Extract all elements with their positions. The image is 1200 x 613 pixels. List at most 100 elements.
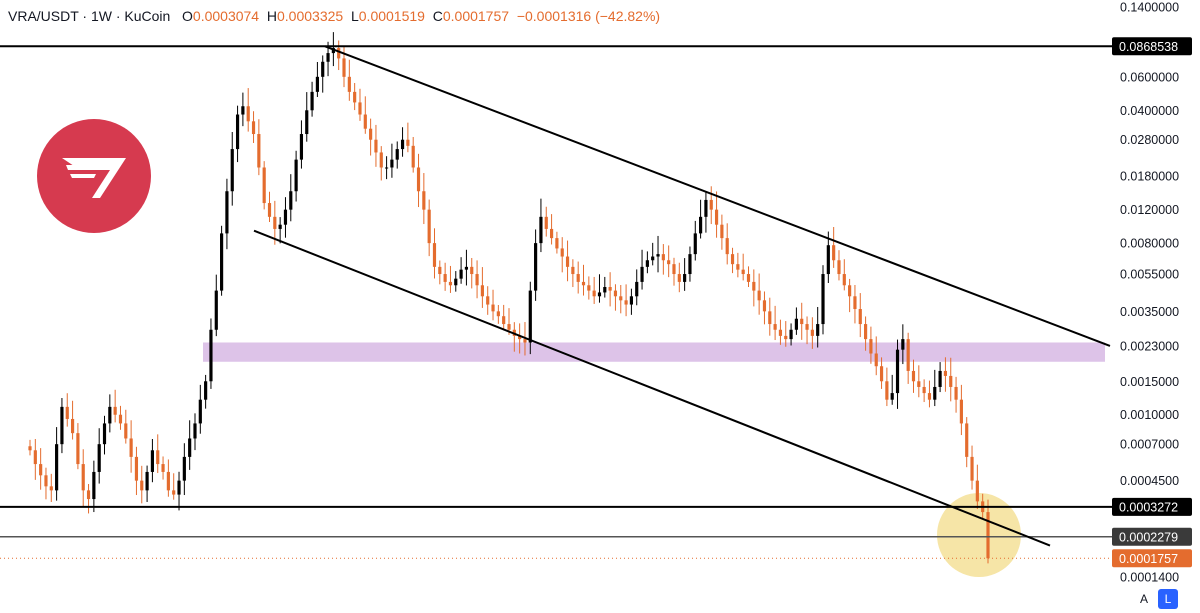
price-tick-label: 0.0035000 xyxy=(1120,305,1179,319)
candle-body xyxy=(427,209,431,244)
candle-body xyxy=(225,191,229,234)
candle-body xyxy=(746,274,751,282)
candle-body xyxy=(39,464,43,476)
candle-body xyxy=(730,254,735,265)
candle-body xyxy=(629,296,633,305)
candle-body xyxy=(741,269,745,275)
candle-body xyxy=(241,106,245,115)
candle-body xyxy=(480,285,484,297)
candle-body xyxy=(416,167,421,192)
candle-body xyxy=(251,121,256,135)
candle-body xyxy=(198,399,202,424)
candle-body xyxy=(693,233,697,255)
candle-body xyxy=(363,114,367,129)
candle-body xyxy=(917,381,921,387)
change-value: −0.0001316 (−42.82%) xyxy=(516,8,661,24)
candle-body xyxy=(310,91,314,111)
candle-body xyxy=(752,281,756,291)
candle-body xyxy=(486,296,490,305)
candle-body xyxy=(906,339,910,371)
candle-body xyxy=(134,456,139,481)
price-tick-label: 0.0015000 xyxy=(1120,375,1179,389)
candle-body xyxy=(581,281,586,286)
candle-body xyxy=(837,260,841,275)
candle-body xyxy=(177,480,181,495)
price-tick-label: 0.0280000 xyxy=(1120,133,1179,147)
auto-scale-button[interactable]: A xyxy=(1134,589,1154,609)
candle-body xyxy=(331,48,335,54)
candle-body xyxy=(188,438,192,457)
channel-upper-line xyxy=(324,45,1111,347)
candle-body xyxy=(358,102,362,115)
price-tick-label: 0.0600000 xyxy=(1120,70,1179,84)
channel-lower-line xyxy=(253,229,1051,547)
candle-body xyxy=(736,264,740,270)
candle-body xyxy=(507,324,511,330)
candle-body xyxy=(555,238,559,249)
candle-body xyxy=(683,274,687,282)
candle-body xyxy=(805,324,809,330)
candle-body xyxy=(597,292,602,297)
candle-body xyxy=(784,335,788,340)
candle-body xyxy=(113,406,117,415)
candle-body xyxy=(640,266,644,282)
candle-body xyxy=(949,375,953,387)
symbol-label: VRA/USDT · 1W · KuCoin xyxy=(8,8,171,24)
candle-body xyxy=(118,414,123,424)
candle-body xyxy=(182,456,186,481)
candle-body xyxy=(385,167,389,169)
candle-body xyxy=(464,266,469,270)
close-value: 0.0001757 xyxy=(442,8,510,24)
candle-body xyxy=(299,134,304,160)
candle-body xyxy=(560,248,564,257)
candle-body xyxy=(645,260,649,267)
price-tick-label: 0.0007000 xyxy=(1120,438,1179,452)
candle-body xyxy=(704,199,708,217)
candle-body xyxy=(220,233,224,291)
log-scale-button[interactable]: L xyxy=(1158,589,1178,609)
candle-body xyxy=(518,335,522,340)
candle-body xyxy=(677,274,681,282)
candle-body xyxy=(816,324,820,336)
candle-body xyxy=(879,366,884,382)
price-tag-label: 0.0868538 xyxy=(1119,40,1178,54)
candle-body xyxy=(549,228,554,239)
price-tag xyxy=(1112,37,1192,56)
candle-body xyxy=(411,145,415,168)
price-tag-label: 0.0003272 xyxy=(1119,500,1178,514)
price-tick-label: 0.0001400 xyxy=(1120,570,1179,584)
candle-body xyxy=(353,91,357,103)
candle-body xyxy=(885,381,889,400)
candle-body xyxy=(901,339,905,350)
candle-body xyxy=(315,76,319,92)
candle-body xyxy=(246,106,250,122)
price-tag xyxy=(1112,527,1192,546)
price-tick-label: 0.1400000 xyxy=(1120,0,1179,14)
price-tick-label: 0.0120000 xyxy=(1120,203,1179,217)
candle-body xyxy=(720,224,724,239)
price-tick-label: 0.0023000 xyxy=(1120,339,1179,353)
candle-body xyxy=(129,438,133,457)
candle-body xyxy=(565,256,570,267)
candle-body xyxy=(502,316,506,325)
candle-body xyxy=(267,203,272,217)
support-zone xyxy=(203,342,1105,362)
candle-body xyxy=(406,139,410,146)
candle-body xyxy=(214,290,218,330)
candle-body xyxy=(656,254,660,257)
candle-body xyxy=(230,149,234,192)
candle-body xyxy=(986,512,990,559)
candle-body xyxy=(347,76,351,92)
candle-body xyxy=(933,386,937,400)
candle-body xyxy=(927,393,932,400)
candle-body xyxy=(257,134,261,168)
candle-body xyxy=(874,353,878,367)
open-value: 0.0003074 xyxy=(192,8,260,24)
candle-body xyxy=(161,464,165,472)
candle-body xyxy=(294,159,298,192)
candle-body xyxy=(432,243,437,267)
candle-body xyxy=(390,159,394,168)
candle-body xyxy=(842,274,846,286)
candle-body xyxy=(661,254,665,261)
